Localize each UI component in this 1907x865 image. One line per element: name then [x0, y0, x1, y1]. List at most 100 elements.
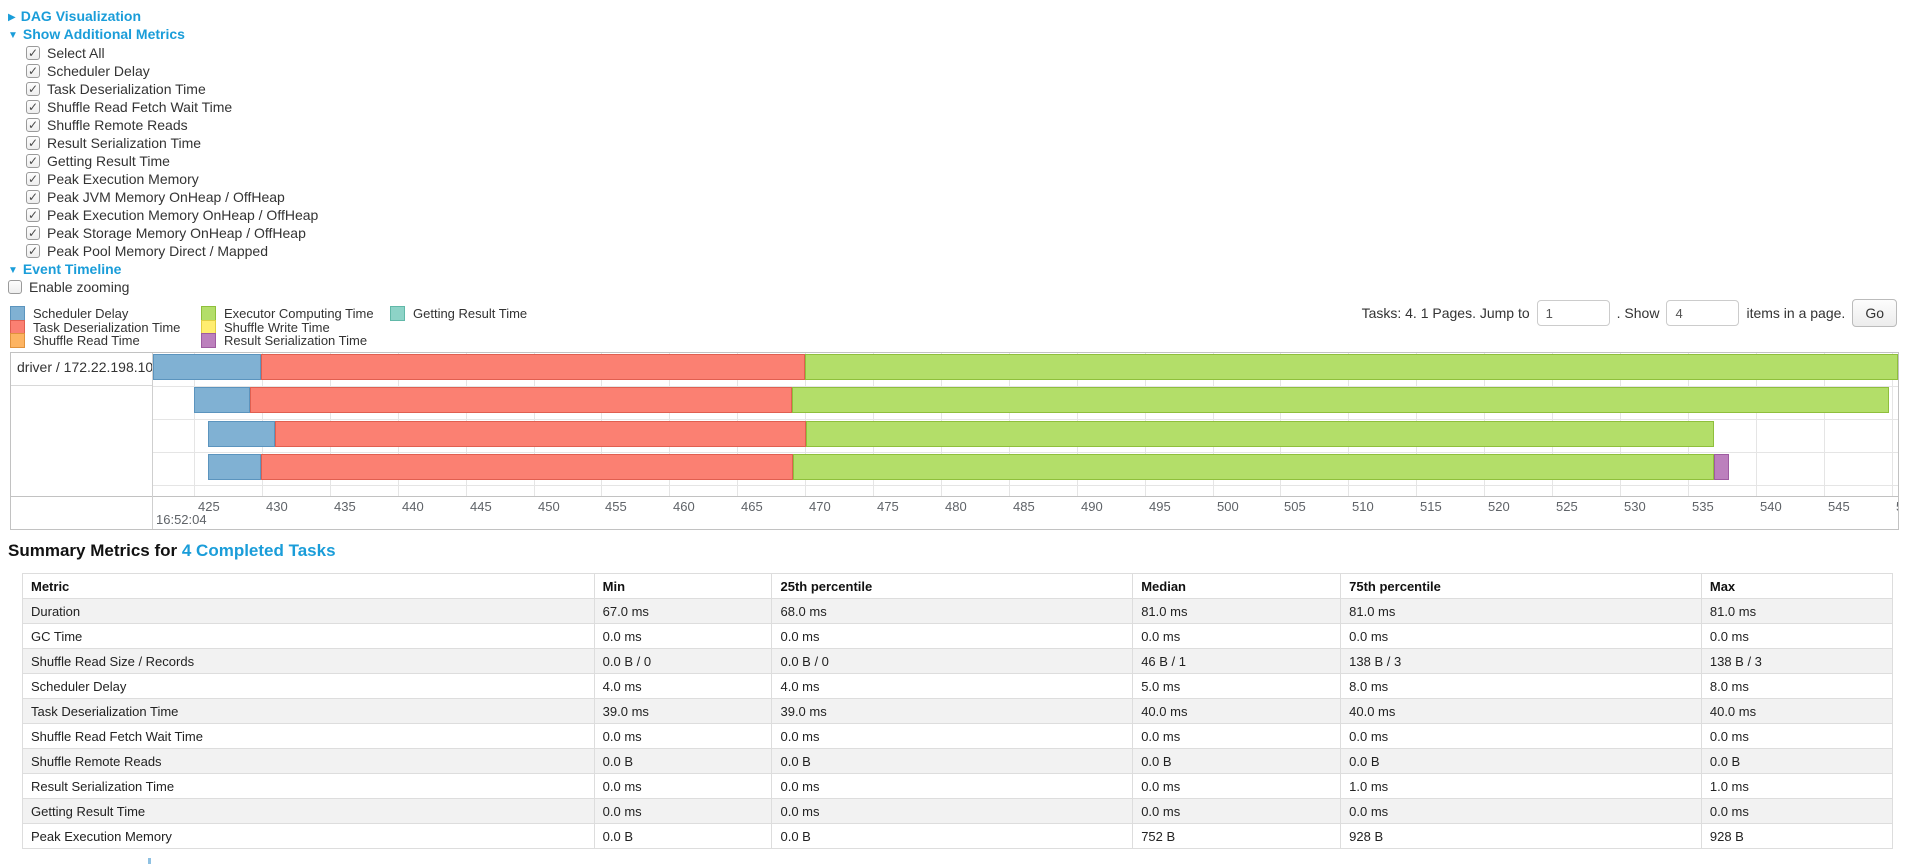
metric-name-cell: Peak Execution Memory: [22, 823, 595, 849]
task-bar-segment-deserialization[interactable]: [250, 387, 792, 413]
axis-tick-label: 440: [402, 499, 424, 514]
metric-checkbox[interactable]: [26, 206, 40, 224]
metric-checkbox[interactable]: [26, 80, 40, 98]
metric-value-cell: 0.0 B: [593, 823, 773, 849]
row-separator: [152, 452, 1898, 453]
legend-item: Result Serialization Time: [201, 333, 390, 349]
task-bar-segment-deserialization[interactable]: [261, 354, 805, 380]
metric-checkbox-item: Peak Pool Memory Direct / Mapped: [26, 242, 318, 260]
enable-zooming-checkbox[interactable]: [8, 280, 22, 294]
metric-value-cell: 752 B: [1132, 823, 1342, 849]
metric-checkbox[interactable]: [26, 242, 40, 260]
metric-checkbox[interactable]: [26, 98, 40, 116]
axis-tick-label: 445: [470, 499, 492, 514]
task-bar-segment-scheduler_delay[interactable]: [208, 421, 275, 447]
event-timeline-toggle[interactable]: ▼ Event Timeline: [8, 260, 121, 280]
metric-checkbox-label: Peak Storage Memory OnHeap / OffHeap: [47, 225, 306, 241]
metric-value-cell: 40.0 ms: [1700, 698, 1894, 724]
metric-value-cell: 138 B / 3: [1340, 648, 1702, 674]
task-count-text: Tasks: 4. 1 Pages. Jump to: [1361, 305, 1530, 321]
legend-and-pagination-row: Scheduler Delay Task Deserialization Time…: [10, 299, 1897, 349]
dag-visualization-toggle[interactable]: ▶ DAG Visualization: [8, 7, 141, 27]
table-row: Task Deserialization Time 39.0 ms 39.0 ms 4…: [22, 698, 1894, 724]
table-row: Getting Result Time 0.0 ms 0.0 ms 0.0 ms 0.0…: [22, 798, 1894, 824]
task-bar-segment-executor_computing[interactable]: [805, 354, 1898, 380]
legend-label: Shuffle Write Time: [224, 319, 330, 335]
metric-value-cell: 0.0 B: [771, 823, 1134, 849]
axis-tick-label: 495: [1149, 499, 1171, 514]
metric-value-cell: 81.0 ms: [1700, 598, 1894, 624]
axis-tick-label: 510: [1352, 499, 1374, 514]
items-per-page-input[interactable]: [1666, 300, 1740, 326]
label-column-separator: [152, 353, 153, 529]
dag-visualization-label: DAG Visualization: [20, 8, 142, 24]
metric-checkbox-list: Select All Scheduler Delay Task Deserializ…: [26, 44, 318, 260]
axis-tick-label: 485: [1013, 499, 1035, 514]
metric-checkbox[interactable]: [26, 44, 40, 62]
metric-checkbox-item: Shuffle Read Fetch Wait Time: [26, 98, 318, 116]
axis-tick-label: 430: [266, 499, 288, 514]
task-pagination: Tasks: 4. 1 Pages. Jump to . Show items …: [1362, 299, 1897, 327]
metric-value-cell: 138 B / 3: [1700, 648, 1894, 674]
metric-checkbox-item: Peak Execution Memory OnHeap / OffHeap: [26, 206, 318, 224]
task-bar-segment-deserialization[interactable]: [261, 454, 793, 480]
summary-metrics-table: Metric Min 25th percentile Median 75th perce…: [22, 573, 1894, 849]
task-bar-segment-scheduler_delay[interactable]: [208, 454, 261, 480]
event-timeline-chart: 425 430 435 440 445 450 455 460 465 470 475 480 485 4…: [10, 352, 1899, 530]
metric-checkbox[interactable]: [26, 134, 40, 152]
legend-item: Executor Computing Time: [201, 306, 390, 322]
task-bar-segment-scheduler_delay[interactable]: [194, 387, 250, 413]
metric-checkbox-label: Task Deserialization Time: [47, 81, 206, 97]
jump-to-page-input[interactable]: [1536, 300, 1610, 326]
table-body: Duration 67.0 ms 68.0 ms 81.0 ms 81.0 ms 81.0…: [22, 598, 1894, 849]
metric-checkbox[interactable]: [26, 224, 40, 242]
legend-label: Task Deserialization Time: [33, 319, 181, 335]
legend-label: Getting Result Time: [413, 306, 528, 322]
collapse-arrow-right-icon: ▶: [8, 12, 16, 23]
column-header: Max: [1700, 573, 1894, 599]
column-header: Min: [593, 573, 773, 599]
task-bar-segment-result_serialization[interactable]: [1714, 454, 1729, 480]
task-bar-segment-executor_computing[interactable]: [793, 454, 1714, 480]
legend-label: Result Serialization Time: [224, 333, 368, 349]
task-bar-segment-scheduler_delay[interactable]: [153, 354, 261, 380]
legend-item: Getting Result Time: [390, 306, 528, 322]
metric-value-cell: 81.0 ms: [1340, 598, 1702, 624]
axis-tick-label: 490: [1081, 499, 1103, 514]
metric-value-cell: 40.0 ms: [1132, 698, 1342, 724]
metric-value-cell: 4.0 ms: [593, 673, 773, 699]
legend-item: Shuffle Write Time: [201, 319, 390, 335]
legend-item: Scheduler Delay: [10, 306, 201, 322]
metric-checkbox[interactable]: [26, 188, 40, 206]
metric-value-cell: 0.0 ms: [593, 773, 773, 799]
metric-checkbox-item: Getting Result Time: [26, 152, 318, 170]
task-bar-segment-executor_computing[interactable]: [792, 387, 1889, 413]
axis-gridline: [1892, 353, 1893, 496]
axis-tick-label: 480: [945, 499, 967, 514]
row-separator: [152, 386, 1898, 387]
metric-value-cell: 8.0 ms: [1340, 673, 1702, 699]
legend-label: Scheduler Delay: [33, 306, 129, 322]
metric-value-cell: 1.0 ms: [1340, 773, 1702, 799]
metric-value-cell: 0.0 ms: [1700, 623, 1894, 649]
column-header: 75th percentile: [1340, 573, 1702, 599]
collapse-arrow-down-icon: ▼: [8, 265, 18, 276]
legend-swatch-icon: [201, 333, 216, 349]
show-additional-metrics-toggle[interactable]: ▼ Show Additional Metrics: [8, 25, 185, 45]
metric-value-cell: 46 B / 1: [1132, 648, 1342, 674]
go-button[interactable]: Go: [1852, 299, 1897, 327]
metric-checkbox[interactable]: [26, 170, 40, 188]
metric-name-cell: Shuffle Remote Reads: [22, 748, 595, 774]
task-bar-segment-deserialization[interactable]: [275, 421, 806, 447]
metric-value-cell: 67.0 ms: [593, 598, 773, 624]
legend-item: Task Deserialization Time: [10, 319, 201, 335]
task-bar-segment-executor_computing[interactable]: [806, 421, 1714, 447]
metric-checkbox-label: Peak Pool Memory Direct / Mapped: [47, 243, 268, 259]
metric-value-cell: 928 B: [1340, 823, 1702, 849]
metric-checkbox[interactable]: [26, 152, 40, 170]
metric-checkbox[interactable]: [26, 62, 40, 80]
completed-tasks-link[interactable]: 4 Completed Tasks: [181, 541, 336, 560]
metric-checkbox-label: Peak JVM Memory OnHeap / OffHeap: [47, 189, 285, 205]
metric-checkbox[interactable]: [26, 116, 40, 134]
metric-name-cell: Result Serialization Time: [22, 773, 595, 799]
